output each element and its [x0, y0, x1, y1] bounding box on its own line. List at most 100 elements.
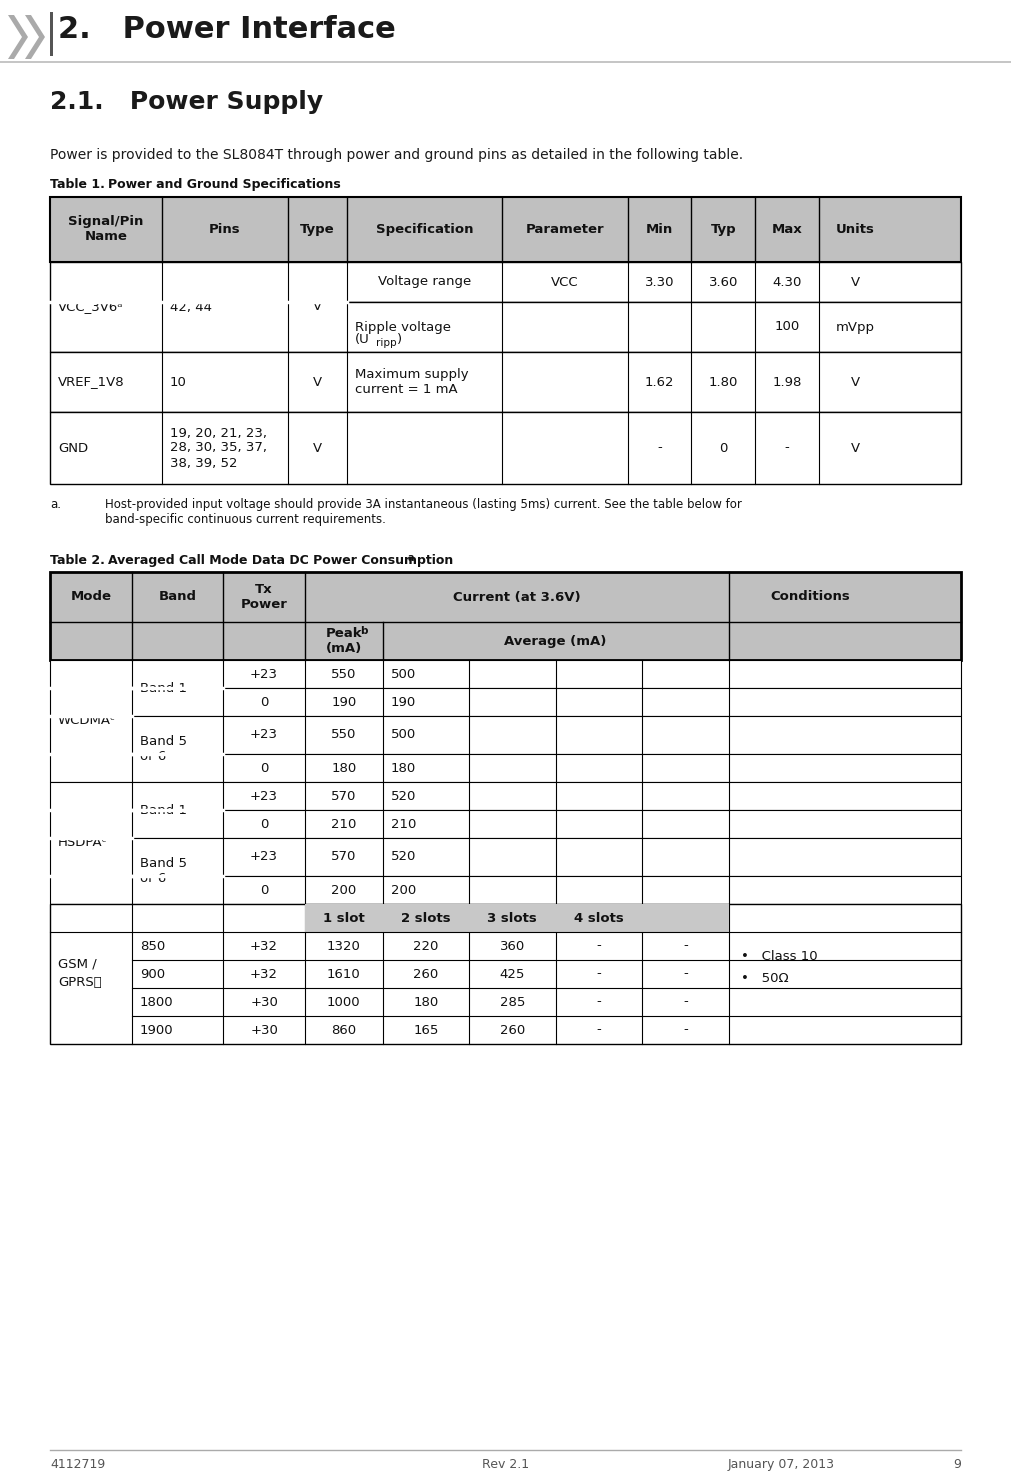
Text: -: -: [683, 967, 687, 981]
Text: 3 slots: 3 slots: [487, 911, 537, 925]
Text: V: V: [851, 276, 860, 288]
Text: 1900: 1900: [140, 1024, 174, 1037]
Text: 550: 550: [332, 728, 357, 741]
Text: +30: +30: [250, 1024, 278, 1037]
Bar: [50, 809, 961, 837]
Text: Signal/Pin
Name: Signal/Pin Name: [69, 216, 144, 244]
Text: Parameter: Parameter: [526, 223, 604, 236]
Text: Max: Max: [771, 223, 803, 236]
Text: 1320: 1320: [327, 939, 361, 953]
Bar: [50, 837, 961, 876]
Text: 180: 180: [413, 995, 439, 1009]
Text: 360: 360: [499, 939, 525, 953]
Text: V: V: [851, 375, 860, 388]
Text: WCDMAᶜ: WCDMAᶜ: [58, 715, 116, 728]
Text: 900: 900: [140, 967, 165, 981]
Text: 0: 0: [260, 696, 268, 709]
Text: 1800: 1800: [140, 995, 174, 1009]
Bar: [50, 876, 961, 904]
Text: •   Class 10: • Class 10: [741, 950, 817, 963]
Text: -: -: [785, 442, 790, 455]
Text: 2 slots: 2 slots: [401, 911, 451, 925]
Text: 1 slot: 1 slot: [323, 911, 365, 925]
Text: 1000: 1000: [327, 995, 361, 1009]
Text: 3.30: 3.30: [645, 276, 674, 288]
Text: +23: +23: [250, 851, 278, 864]
Text: 42, 44: 42, 44: [170, 300, 212, 313]
Text: 260: 260: [413, 967, 439, 981]
Text: 500: 500: [390, 668, 416, 681]
Text: Typ: Typ: [711, 223, 736, 236]
Text: 4.30: 4.30: [772, 276, 802, 288]
Text: -: -: [657, 442, 662, 455]
Text: V: V: [851, 442, 860, 455]
Text: 10: 10: [170, 375, 187, 388]
Text: 260: 260: [499, 1024, 525, 1037]
Bar: [50, 904, 961, 1044]
Bar: [50, 196, 961, 261]
Text: 100: 100: [774, 321, 800, 334]
Text: -: -: [596, 967, 602, 981]
Bar: [50, 716, 961, 753]
Bar: [50, 688, 961, 716]
Text: 9: 9: [953, 1458, 961, 1471]
Text: 190: 190: [390, 696, 416, 709]
Bar: [50, 301, 961, 352]
Text: GND: GND: [58, 442, 88, 455]
Text: Specification: Specification: [376, 223, 473, 236]
Bar: [50, 572, 961, 660]
Text: 0: 0: [260, 883, 268, 897]
Text: -: -: [596, 939, 602, 953]
Text: ): ): [397, 334, 402, 347]
Text: mVpp: mVpp: [836, 321, 875, 334]
Text: 19, 20, 21, 23,
28, 30, 35, 37,
38, 39, 52: 19, 20, 21, 23, 28, 30, 35, 37, 38, 39, …: [170, 427, 267, 470]
Text: 2.1.   Power Supply: 2.1. Power Supply: [50, 90, 324, 114]
Text: 210: 210: [332, 817, 357, 830]
Text: 1.98: 1.98: [772, 375, 802, 388]
Text: 4112719: 4112719: [50, 1458, 105, 1471]
Text: 200: 200: [390, 883, 416, 897]
Text: Band 5
or 6: Band 5 or 6: [140, 736, 187, 764]
Text: January 07, 2013: January 07, 2013: [728, 1458, 835, 1471]
Text: 1.62: 1.62: [645, 375, 674, 388]
Text: Conditions: Conditions: [770, 591, 850, 604]
Text: Table 2.: Table 2.: [50, 554, 105, 567]
Bar: [305, 904, 729, 932]
Text: 1.80: 1.80: [709, 375, 738, 388]
Text: Peak
(mA): Peak (mA): [326, 628, 362, 654]
Text: Host-provided input voltage should provide 3A instantaneous (lasting 5ms) curren: Host-provided input voltage should provi…: [105, 498, 742, 511]
Bar: [50, 660, 961, 688]
Text: +23: +23: [250, 668, 278, 681]
Text: Band 5
or 6: Band 5 or 6: [140, 857, 187, 885]
Text: a: a: [408, 552, 415, 563]
Text: 200: 200: [332, 883, 357, 897]
Text: Current (at 3.6V): Current (at 3.6V): [453, 591, 580, 604]
Text: 180: 180: [332, 762, 357, 774]
Text: 500: 500: [390, 728, 416, 741]
Text: Mode: Mode: [71, 591, 111, 604]
Text: +23: +23: [250, 790, 278, 802]
Text: Rev 2.1: Rev 2.1: [482, 1458, 529, 1471]
Text: Table 1.: Table 1.: [50, 179, 105, 191]
Text: 520: 520: [390, 790, 416, 802]
Text: -: -: [596, 995, 602, 1009]
Text: 1610: 1610: [327, 967, 361, 981]
Text: 210: 210: [390, 817, 416, 830]
Text: -: -: [683, 1024, 687, 1037]
Text: 220: 220: [413, 939, 439, 953]
Text: Averaged Call Mode Data DC Power Consumption: Averaged Call Mode Data DC Power Consump…: [108, 554, 453, 567]
Text: GPRSၤ: GPRSၤ: [58, 975, 102, 988]
Text: 2.   Power Interface: 2. Power Interface: [58, 15, 395, 44]
Text: Power is provided to the SL8084T through power and ground pins as detailed in th: Power is provided to the SL8084T through…: [50, 148, 743, 162]
Text: 4 slots: 4 slots: [574, 911, 624, 925]
Text: Power and Ground Specifications: Power and Ground Specifications: [108, 179, 341, 191]
Text: +23: +23: [250, 728, 278, 741]
Text: Min: Min: [646, 223, 673, 236]
Text: +30: +30: [250, 995, 278, 1009]
Polygon shape: [25, 15, 45, 59]
Text: V: V: [312, 375, 321, 388]
Text: Band: Band: [159, 591, 196, 604]
Text: Average (mA): Average (mA): [504, 635, 607, 647]
Text: V: V: [312, 442, 321, 455]
Text: a.: a.: [50, 498, 61, 511]
